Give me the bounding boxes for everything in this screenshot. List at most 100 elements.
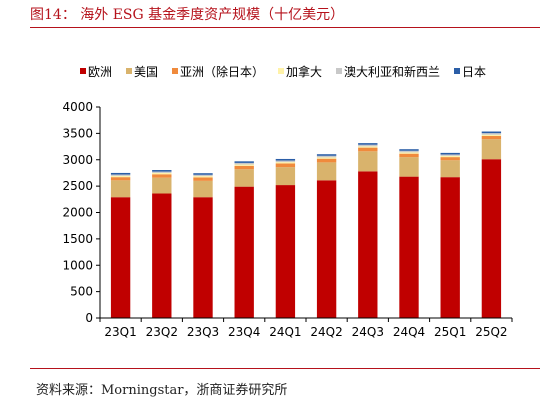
bar-24Q1-series-4 [275, 160, 296, 163]
bar-23Q2-series-5 [152, 170, 172, 172]
bar-23Q4-series-1 [234, 169, 254, 187]
bar-24Q3-series-3 [358, 146, 378, 148]
legend-label-3: 加拿大 [286, 64, 322, 79]
legend-swatch-0 [80, 68, 86, 74]
bars [110, 131, 502, 318]
x-tick-label-1: 23Q2 [146, 325, 178, 339]
bar-25Q2-series-2 [481, 136, 502, 140]
bar-23Q4-series-4 [234, 162, 254, 165]
legend-swatch-3 [278, 68, 284, 74]
bar-24Q3-series-5 [358, 143, 378, 145]
bar-25Q2-series-0 [481, 159, 502, 318]
y-tick-label-6: 3000 [62, 153, 93, 167]
bar-23Q2-series-3 [152, 172, 172, 175]
bar-25Q1-series-4 [440, 154, 460, 156]
bar-24Q4-series-4 [399, 150, 419, 153]
x-tick-label-5: 24Q2 [310, 325, 342, 339]
bar-23Q1-series-1 [110, 180, 131, 198]
bar-23Q1-series-3 [110, 175, 131, 178]
legend-swatch-5 [454, 68, 460, 74]
y-tick-label-2: 1000 [62, 258, 93, 272]
x-axis: 23Q1 23Q2 23Q3 23Q4 24Q1 24Q2 24Q3 24Q4 25Q1 25Q2 [99, 317, 513, 339]
bar-24Q2-series-3 [316, 157, 337, 159]
bar-23Q3-series-4 [193, 174, 213, 177]
bar-23Q2-series-2 [152, 174, 172, 178]
bar-23Q4-series-2 [234, 165, 254, 170]
bar-24Q4-series-3 [399, 152, 419, 154]
x-tick-label-2: 23Q3 [187, 325, 219, 339]
title-divider [30, 27, 540, 28]
x-tick-label-7: 24Q4 [393, 325, 425, 339]
x-tick-label-8: 25Q1 [434, 325, 466, 339]
bar-24Q1-series-0 [275, 185, 296, 318]
source-note: 资料来源：Morningstar，浙商证券研究所 [36, 383, 288, 398]
bar-25Q2-series-5 [481, 131, 502, 134]
legend-swatch-4 [336, 68, 342, 74]
bar-24Q3-series-4 [358, 144, 378, 147]
bar-23Q4-series-3 [234, 164, 254, 166]
bar-23Q1-series-5 [110, 172, 131, 175]
bar-24Q2-series-0 [316, 180, 337, 318]
x-tick-label-9: 25Q2 [475, 325, 507, 339]
bar-23Q4-series-0 [234, 186, 254, 318]
legend-label-4: 澳大利亚和新西兰 [344, 64, 440, 79]
y-tick-label-5: 2500 [62, 179, 93, 193]
bar-23Q4-series-5 [234, 161, 254, 163]
bar-25Q2-series-1 [481, 139, 502, 160]
chart-title: 图14： 海外 ESG 基金季度资产规模（十亿美元） [30, 7, 345, 23]
bar-23Q3-series-0 [193, 197, 213, 318]
footer-divider [30, 368, 540, 369]
legend-label-2: 亚洲（除日本） [180, 64, 264, 79]
legend-label-0: 欧洲 [88, 65, 112, 79]
legend-swatch-1 [126, 68, 132, 74]
bar-23Q3-series-1 [193, 180, 213, 198]
legend: 欧洲 美国 亚洲（除日本） 加拿大 澳大利亚和新西兰 日本 [80, 64, 486, 79]
legend-label-5: 日本 [462, 65, 486, 79]
bar-24Q2-series-4 [316, 155, 337, 158]
y-axis: 0 500 1000 1500 2000 2500 3000 3500 4000 [62, 100, 101, 325]
bar-24Q1-series-3 [275, 162, 296, 164]
bar-24Q3-series-2 [358, 147, 378, 152]
bar-23Q1-series-2 [110, 177, 131, 181]
bar-23Q1-series-4 [110, 174, 131, 176]
bar-24Q3-series-1 [358, 151, 378, 172]
x-tick-label-6: 24Q3 [352, 325, 384, 339]
bar-24Q3-series-0 [358, 171, 378, 318]
y-tick-label-7: 3500 [62, 126, 93, 140]
y-tick-label-1: 500 [70, 285, 93, 299]
bar-23Q3-series-3 [193, 176, 213, 178]
bar-25Q1-series-5 [440, 152, 460, 155]
x-tick-label-3: 23Q4 [228, 325, 260, 339]
bar-24Q2-series-2 [316, 158, 337, 163]
bar-23Q3-series-5 [193, 173, 213, 175]
bar-24Q4-series-5 [399, 149, 419, 151]
bar-23Q2-series-4 [152, 171, 172, 173]
bar-24Q1-series-1 [275, 167, 296, 186]
bar-24Q2-series-5 [316, 154, 337, 156]
y-tick-label-4: 2000 [62, 206, 93, 220]
bar-24Q1-series-5 [275, 158, 296, 161]
bar-25Q2-series-3 [481, 134, 502, 137]
bar-23Q2-series-1 [152, 177, 172, 194]
x-tick-label-0: 23Q1 [104, 325, 136, 339]
y-tick-label-0: 0 [85, 311, 93, 325]
bar-23Q3-series-2 [193, 177, 213, 181]
bar-24Q4-series-1 [399, 157, 419, 177]
legend-swatch-2 [172, 68, 178, 74]
legend-label-1: 美国 [134, 65, 158, 79]
x-tick-label-4: 24Q1 [269, 325, 301, 339]
bar-25Q1-series-2 [440, 157, 460, 161]
bar-25Q1-series-3 [440, 155, 460, 158]
bar-25Q1-series-1 [440, 160, 460, 178]
bar-24Q1-series-2 [275, 163, 296, 168]
bar-23Q1-series-0 [110, 197, 131, 318]
bar-24Q4-series-2 [399, 153, 419, 158]
bar-25Q2-series-4 [481, 133, 502, 135]
bar-24Q4-series-0 [399, 176, 419, 318]
bar-25Q1-series-0 [440, 177, 460, 318]
bar-24Q2-series-1 [316, 162, 337, 181]
bar-23Q2-series-0 [152, 193, 172, 318]
y-tick-label-3: 1500 [62, 232, 93, 246]
y-tick-label-8: 4000 [62, 100, 93, 114]
